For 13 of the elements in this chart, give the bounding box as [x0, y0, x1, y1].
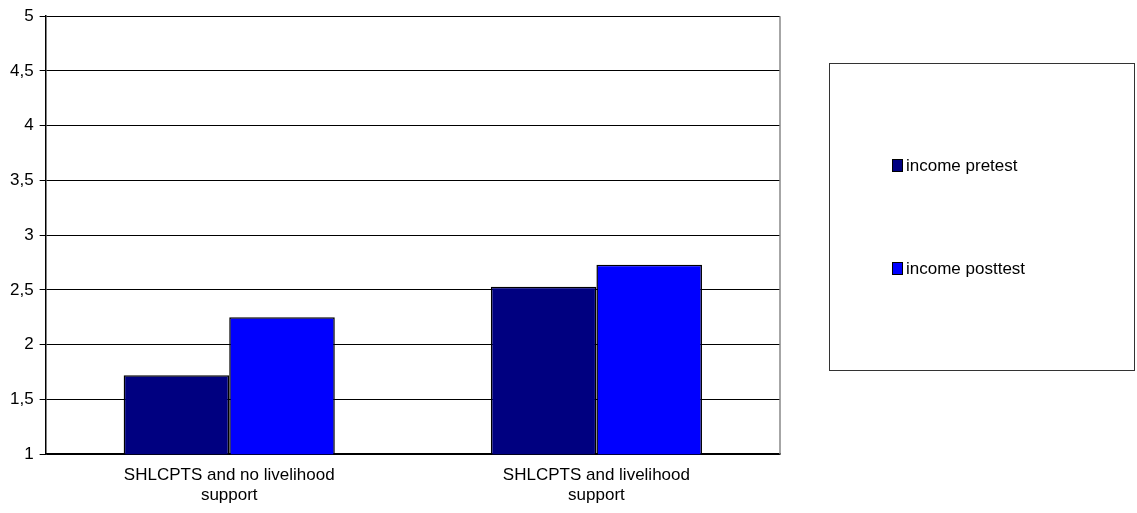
y-tick-label: 5: [24, 5, 34, 25]
legend-label: income posttest: [906, 258, 1026, 279]
x-tick-label: SHLCPTS and livelihood support: [502, 465, 690, 505]
y-tick-label: 3: [24, 224, 34, 244]
y-tick-label: 2: [24, 334, 34, 354]
y-tick-label: 1: [24, 443, 34, 463]
x-tick-label: SHLCPTS and no livelihood support: [123, 465, 335, 505]
y-tick-label: 4: [24, 115, 34, 135]
y-tick-label: 1,5: [9, 389, 34, 409]
legend-label: income pretest: [906, 155, 1018, 176]
y-tick-label: 3,5: [9, 170, 34, 190]
y-tick-label: 2,5: [9, 279, 34, 299]
y-tick-label: 4,5: [9, 60, 34, 80]
